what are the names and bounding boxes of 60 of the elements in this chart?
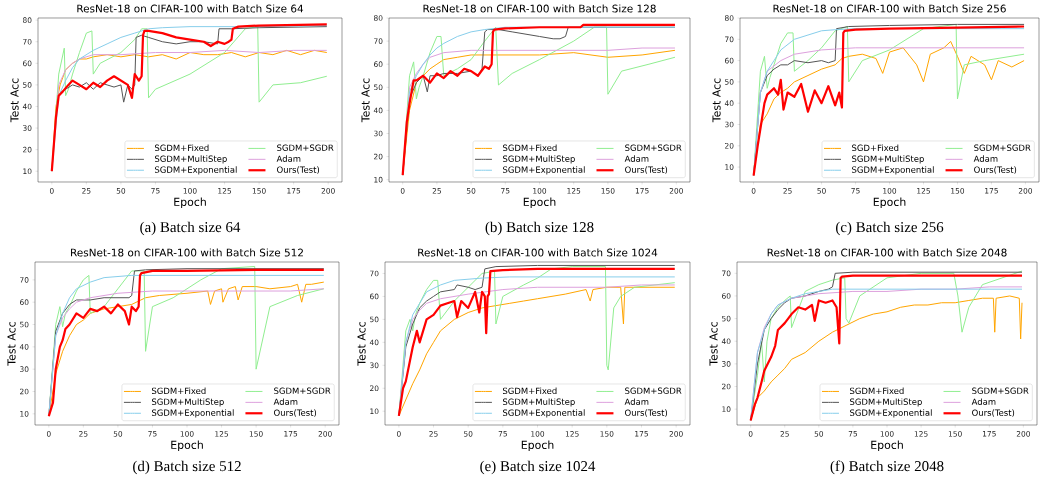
text: (b) Batch size 128 [485, 221, 594, 236]
x-axis-title: Epoch [174, 197, 206, 209]
legend-label: SGD+Fixed [852, 144, 899, 152]
chart-title: ResNet-18 on CIFAR-100 with Batch Size 128 [423, 4, 656, 13]
legend-label: SGDM+Fixed [151, 387, 206, 395]
legend-label: Ours(Test) [277, 166, 320, 174]
legend-label: Ours(Test) [972, 409, 1015, 417]
chart-title: ResNet-18 on CIFAR-100 with Batch Size 512 [71, 248, 303, 257]
x-axis-title: Epoch [871, 440, 903, 452]
y-axis-title: Test Acc [10, 78, 19, 123]
legend-label: SGDM+Exponential [502, 409, 585, 418]
legend-label: SGDM+SGDR [625, 144, 682, 151]
legend-label: Adam [973, 155, 998, 162]
legend-label: SGDM+Exponential [154, 166, 237, 175]
text: (a) Batch size 64 [140, 221, 241, 236]
y-axis-title: Test Acc [361, 78, 370, 123]
x-axis-title: Epoch [521, 440, 554, 452]
x-axis-title: Epoch [873, 197, 906, 209]
legend-label: Adam [624, 398, 649, 405]
y-axis-title: Test Acc [709, 321, 718, 366]
legend-label: SGDM+Exponential [503, 166, 585, 175]
y-axis-title: Test Acc [7, 321, 16, 366]
legend-label: Ours(Test) [625, 409, 668, 417]
chart-title: ResNet-18 on CIFAR-100 with Batch Size 1024 [418, 248, 658, 257]
legend-label: SGDM+Exponential [151, 409, 234, 418]
text: (e) Batch size 1024 [480, 460, 596, 475]
chart-title: ResNet-18 on CIFAR-100 with Batch Size 2048 [767, 248, 1007, 257]
legend-label: SGDM+MultiStep [852, 155, 924, 164]
legend-label: SGDM+SGDR [625, 387, 682, 394]
legend-label: SGDM+MultiStep [151, 398, 224, 407]
legend-label: SGDM+MultiStep [850, 398, 922, 407]
text: (c) Batch size 256 [836, 221, 944, 236]
chart-title: ResNet-18 on CIFAR-100 with Batch Size 256 [773, 4, 1006, 13]
text: (f) Batch size 2048 [830, 460, 944, 475]
y-axis-title: Test Acc [357, 321, 366, 366]
legend-label: SGDM+Fixed [154, 144, 209, 152]
legend-label: SGDM+Fixed [502, 387, 557, 395]
legend-label: SGDM+SGDR [974, 144, 1031, 151]
legend-label: SGDM+Exponential [850, 409, 932, 418]
legend-label: Adam [624, 155, 649, 162]
legend-label: SGDM+SGDR [972, 387, 1029, 394]
legend-label: Ours(Test) [625, 166, 668, 174]
y-axis-title: Test Acc [712, 78, 721, 123]
legend-label: SGDM+MultiStep [503, 155, 575, 164]
legend-label: Ours(Test) [974, 166, 1017, 174]
legend-label: Adam [971, 398, 996, 405]
x-axis-title: Epoch [171, 440, 203, 452]
legend-label: SGDM+SGDR [274, 387, 331, 394]
legend-label: SGDM+Exponential [852, 166, 934, 175]
x-axis-title: Epoch [523, 197, 556, 209]
legend-label: SGDM+Fixed [850, 387, 904, 395]
text: (d) Batch size 512 [133, 460, 241, 475]
legend-label: SGDM+MultiStep [154, 155, 227, 164]
legend-label: SGDM+SGDR [277, 144, 334, 151]
legend-label: SGDM+MultiStep [502, 398, 575, 407]
legend-label: Ours(Test) [274, 409, 317, 417]
legend-label: Adam [276, 155, 301, 162]
legend-label: Adam [273, 398, 298, 405]
chart-title: ResNet-18 on CIFAR-100 with Batch Size 64 [77, 4, 304, 13]
legend-label: SGDM+Fixed [503, 144, 557, 152]
